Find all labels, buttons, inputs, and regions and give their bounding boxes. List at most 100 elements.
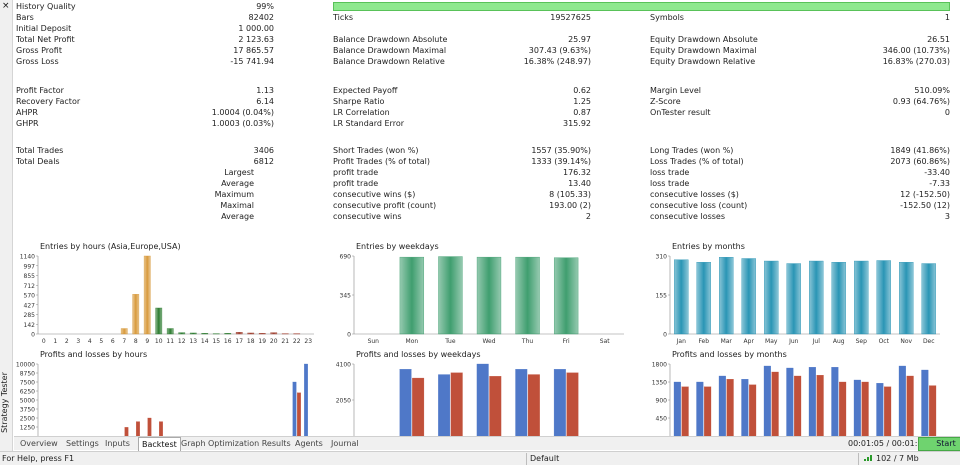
report-cell-v3: 0	[944, 108, 950, 117]
bar	[876, 260, 891, 335]
report-row: Total Trades 3406 Short Trades (won %) 1557…	[14, 145, 954, 156]
x-tick-label: 22	[293, 338, 301, 345]
report-cell-v3: -7.33	[929, 179, 950, 188]
bar	[899, 262, 914, 335]
report-cell-v1: 17 865.57	[233, 46, 274, 55]
report-cell-l1: Bars	[16, 13, 34, 22]
x-tick-label: Fri	[563, 338, 570, 345]
y-tick-label: 0	[663, 332, 667, 339]
x-tick-label: 0	[42, 338, 46, 345]
bar-profit	[304, 363, 308, 436]
chart-0: Entries by hours (Asia,Europe,USA) 1140 99…	[14, 242, 320, 348]
report-cell-v3: 1	[944, 13, 950, 22]
report-row: Total Deals 6812 Profit Trades (% of total…	[14, 156, 954, 167]
report-cell-l1: Profit Factor	[16, 86, 64, 95]
report-cell-v1: 2 123.63	[238, 35, 274, 44]
history-quality-row: History Quality 99%	[14, 1, 954, 12]
bar	[515, 256, 540, 335]
report-cell-l3: consecutive losses ($)	[650, 190, 739, 199]
bar	[764, 260, 779, 335]
bar-profit	[763, 365, 771, 436]
bar-profit	[696, 381, 704, 436]
bar-profit	[876, 383, 884, 436]
x-tick-label: Nov	[900, 338, 912, 345]
report-cell-l3: Equity Drawdown Maximal	[650, 46, 757, 55]
x-tick-label: Wed	[482, 338, 495, 345]
report-cell-l2: profit trade	[333, 179, 379, 188]
bar-profit	[741, 379, 749, 436]
tester-tabs: Overview Settings Inputs Backtest Graph Optim…	[14, 436, 960, 451]
report-cell-v3: 510.09%	[914, 86, 950, 95]
bar-profit	[438, 374, 451, 436]
chart-svg: 690 345 0 Sun Mon Tue Wed Thu Fri Sat	[340, 254, 624, 345]
bar-loss	[147, 417, 152, 436]
history-quality-bar	[333, 2, 950, 11]
report-cell-l3: Z-Score	[650, 97, 681, 106]
bar	[674, 259, 689, 335]
report-cell-lr1: Maximum	[214, 190, 254, 199]
bar-profit	[808, 367, 816, 436]
report-cell-l3: consecutive losses	[650, 212, 726, 221]
tab-journal[interactable]: Journal	[331, 439, 359, 448]
x-tick-label: 9	[145, 338, 149, 345]
bar-profit	[898, 365, 906, 436]
y-tick-label: 690	[340, 254, 352, 261]
report-cell-lr1: Average	[221, 212, 254, 221]
tab-optimization-results[interactable]: Optimization Results	[208, 439, 291, 448]
x-tick-label: Aug	[833, 338, 845, 345]
report-cell-v3: 1849 (41.86%)	[890, 146, 950, 155]
x-tick-label: 8	[134, 338, 138, 345]
x-tick-label: 6	[111, 338, 115, 345]
report-cell-l2: consecutive wins	[333, 212, 402, 221]
bar-loss	[124, 427, 129, 436]
report-row: Recovery Factor 6.14 Sharpe Ratio 1.25 Z-Sco…	[14, 96, 954, 107]
x-tick-label: Dec	[923, 338, 935, 345]
report-cell-l1: AHPR	[16, 108, 38, 117]
bar	[247, 332, 255, 335]
x-tick-label: May	[765, 338, 778, 345]
y-tick-label: 155	[656, 293, 668, 300]
report-cell-v3: 0.93 (64.76%)	[892, 97, 950, 106]
y-tick-label: 5000	[20, 398, 35, 405]
chart-4: Profits and losses by weekdays 4100 2050	[330, 350, 630, 436]
tab-agents[interactable]: Agents	[295, 439, 323, 448]
y-tick-label: 8750	[20, 371, 35, 378]
report-cell-v1: 6.14	[256, 97, 274, 106]
report-cell-v1: 1.0003 (0.03%)	[211, 119, 274, 128]
report-row: Profit Factor 1.13 Expected Payoff 0.62 Marg…	[14, 85, 954, 96]
y-tick-label: 310	[656, 254, 668, 261]
bar-profit	[831, 367, 839, 436]
y-tick-label: 900	[656, 398, 668, 405]
chart-5: Profits and losses by months 1800 1350 900 4…	[646, 350, 946, 436]
chart-svg: 1800 1350 900 450	[652, 362, 937, 436]
bar	[270, 332, 278, 335]
report-row: Total Net Profit 2 123.63 Balance Drawdown…	[14, 34, 954, 45]
report-cell-l2: Ticks	[333, 13, 354, 22]
y-tick-label: 1140	[20, 254, 35, 261]
bar-profit	[476, 363, 489, 436]
tab-graph[interactable]: Graph	[181, 439, 206, 448]
bar	[166, 328, 174, 335]
bar-loss	[884, 386, 892, 436]
start-button[interactable]: Start	[918, 437, 960, 451]
report-cell-v1: 6812	[253, 157, 274, 166]
report-cell-v2: 307.43 (9.63%)	[528, 46, 591, 55]
bar-loss	[816, 375, 824, 436]
chart-title: Profits and losses by hours	[40, 350, 148, 359]
bar	[155, 307, 163, 335]
tab-inputs[interactable]: Inputs	[105, 439, 130, 448]
report-row: Gross Loss -15 741.94 Balance Drawdown Rel…	[14, 56, 954, 67]
tab-overview[interactable]: Overview	[20, 439, 58, 448]
bar	[696, 262, 711, 335]
bar	[201, 333, 209, 335]
chart-svg: 310 155 0 Jan Feb Mar Apr May Jun Jul Aug Sep Oct Nov…	[656, 254, 940, 345]
bar	[553, 257, 579, 335]
x-tick-label: Jun	[788, 338, 799, 345]
close-icon[interactable]: ×	[2, 1, 10, 11]
bar-loss	[566, 372, 579, 436]
signal-icon	[864, 453, 874, 465]
tab-backtest[interactable]: Backtest	[138, 437, 181, 451]
x-tick-label: 21	[281, 338, 289, 345]
tab-settings[interactable]: Settings	[66, 439, 99, 448]
report-cell-l2: Expected Payoff	[333, 86, 398, 95]
